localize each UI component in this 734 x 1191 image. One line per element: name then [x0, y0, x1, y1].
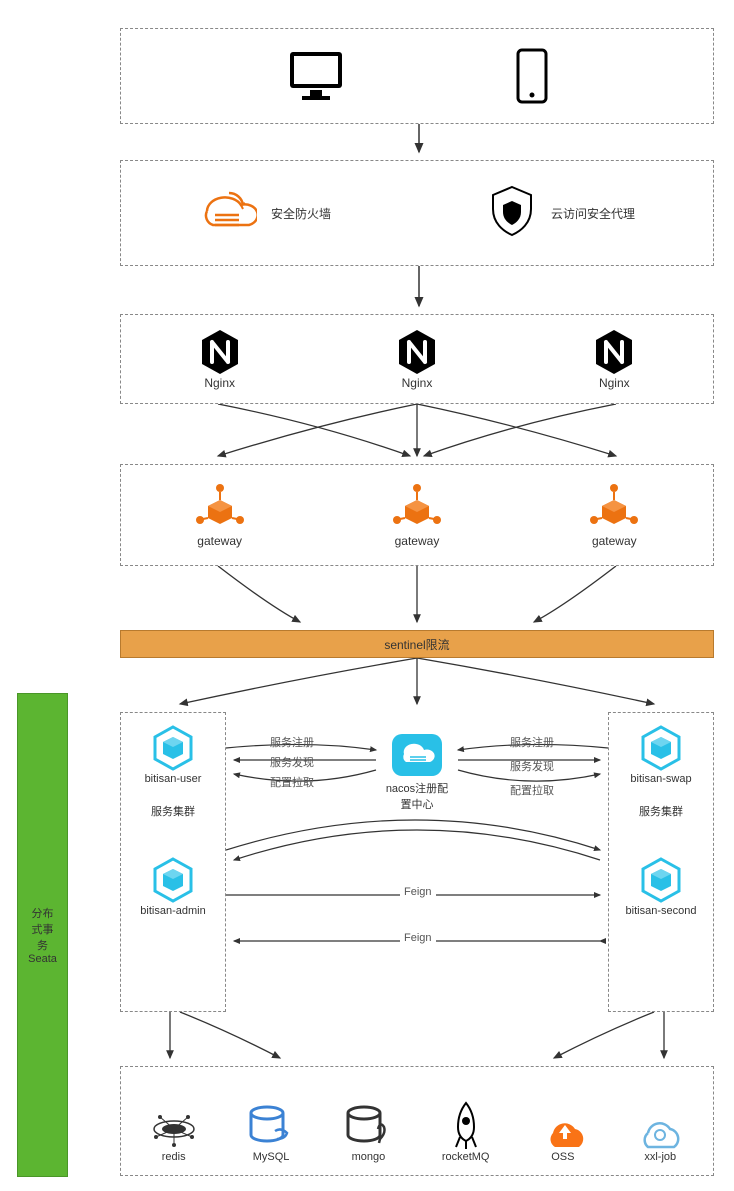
config-right: 配置拉取: [510, 782, 554, 798]
nginx-to-gateway-arrows: [120, 404, 714, 464]
proxy-label: 云访问安全代理: [551, 205, 635, 222]
cluster-arrows: [226, 810, 608, 880]
gateway-node-1: gateway: [192, 482, 248, 548]
shield-icon: [487, 183, 537, 244]
security-box: 安全防火墙 云访问安全代理: [120, 160, 714, 266]
desktop-icon: [284, 48, 348, 104]
nacos-icon: nacos注册配置中心: [384, 730, 450, 812]
feign-label-2: Feign: [400, 932, 436, 944]
sentinel-to-services-arrows: [120, 658, 714, 712]
sentinel-box: sentinel限流: [120, 630, 714, 658]
config-left: 配置拉取: [270, 774, 314, 790]
xxljob-icon: xxl-job: [636, 1111, 684, 1163]
nginx-node-3: Nginx: [592, 328, 636, 390]
rocketmq-icon: rocketMQ: [442, 1101, 490, 1163]
nginx-box: Nginx Nginx Nginx: [120, 314, 714, 404]
bitisan-admin-icon: bitisan-admin: [140, 855, 205, 917]
redis-icon: redis: [150, 1107, 198, 1163]
gateway-node-3: gateway: [586, 482, 642, 548]
nginx-node-1: Nginx: [198, 328, 242, 390]
oss-icon: OSS: [539, 1111, 587, 1163]
nginx-node-2: Nginx: [395, 328, 439, 390]
services-to-storage-arrows: [120, 1012, 714, 1066]
gateway-to-sentinel-arrows: [120, 566, 714, 630]
cluster-label-left: 服务集群: [151, 803, 195, 819]
bitisan-swap-icon: bitisan-swap: [630, 723, 691, 785]
bitisan-user-icon: bitisan-user: [145, 723, 202, 785]
reg-right: 服务注册: [510, 734, 554, 750]
cluster-label-right: 服务集群: [639, 803, 683, 819]
bitisan-second-icon: bitisan-second: [626, 855, 697, 917]
discover-left: 服务发现: [270, 754, 314, 770]
services-right-box: bitisan-swap 服务集群 bitisan-second: [608, 712, 714, 1012]
clients-box: [120, 28, 714, 124]
seata-label: 分布 式事 务 Seata: [28, 905, 57, 965]
mysql-icon: MySQL: [247, 1103, 295, 1163]
firewall-icon: [199, 187, 257, 240]
discover-right: 服务发现: [510, 758, 554, 774]
gateway-box: gateway gateway gateway: [120, 464, 714, 566]
sentinel-label: sentinel限流: [384, 636, 449, 653]
reg-left: 服务注册: [270, 734, 314, 750]
feign-label-1: Feign: [400, 886, 436, 898]
seata-box: 分布 式事 务 Seata: [17, 693, 68, 1177]
gateway-node-2: gateway: [389, 482, 445, 548]
services-left-box: bitisan-user 服务集群 bitisan-admin: [120, 712, 226, 1012]
storage-box: redis MySQL mongo rocketMQ OSS xxl-job: [120, 1066, 714, 1176]
mongo-icon: mongo: [344, 1103, 392, 1163]
firewall-label: 安全防火墙: [271, 205, 331, 222]
mobile-icon: [514, 48, 550, 104]
